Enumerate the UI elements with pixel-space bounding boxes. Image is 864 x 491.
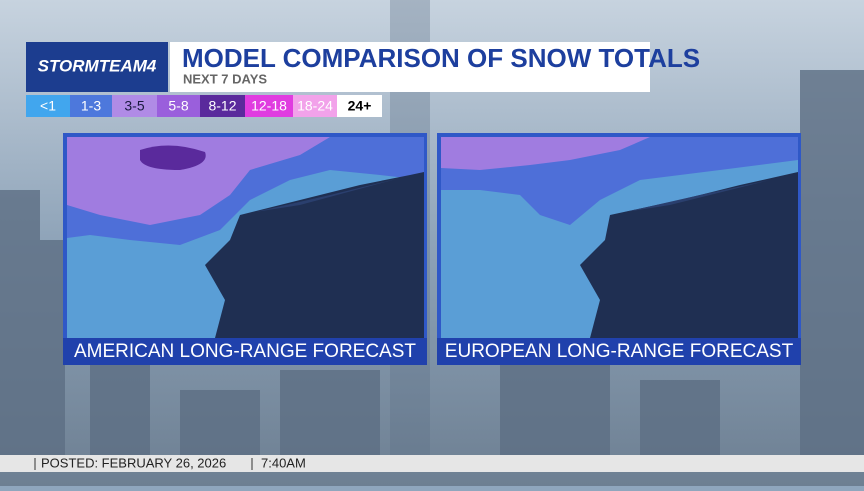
legend-swatch — [70, 95, 112, 117]
legend-label: 12-18 — [251, 98, 287, 114]
legend-label: <1 — [40, 98, 56, 114]
legend-swatch — [26, 95, 70, 117]
posted-date: POSTED: FEBRUARY 26, 2026 — [41, 455, 226, 470]
long-island — [625, 180, 770, 212]
ocean — [580, 172, 798, 338]
title: MODEL COMPARISON OF SNOW TOTALS — [182, 43, 700, 73]
legend-label: 3-5 — [124, 98, 144, 114]
subtitle: NEXT 7 DAYS — [183, 71, 267, 86]
panel-label-bar — [63, 338, 427, 365]
footer-bar — [0, 455, 864, 472]
map-panel: EUROPEAN LONG-RANGE FORECAST — [437, 133, 801, 365]
legend-label: 8-12 — [208, 98, 236, 114]
logo: STORMTEAM4 — [38, 56, 157, 75]
legend: <1 1-3 3-5 5-8 8-12 12-18 18-24 24+ — [26, 95, 382, 117]
snow-3-5 — [441, 137, 650, 170]
ocean — [205, 172, 424, 338]
snow-3-5 — [67, 137, 330, 225]
legend-label: 18-24 — [297, 98, 333, 114]
legend-swatch — [337, 95, 382, 117]
panel-label: AMERICAN LONG-RANGE FORECAST — [74, 341, 416, 362]
legend-swatch — [245, 95, 293, 117]
title-box — [170, 42, 650, 92]
legend-label: 24+ — [348, 98, 372, 114]
legend-label: 1-3 — [81, 98, 101, 114]
panel-label: EUROPEAN LONG-RANGE FORECAST — [445, 341, 794, 362]
logo-box — [26, 42, 168, 92]
legend-swatch — [293, 95, 337, 117]
snow-8-12 — [140, 145, 206, 170]
legend-label: 5-8 — [168, 98, 188, 114]
city-skyline — [0, 0, 864, 460]
panel-label-bar — [437, 338, 801, 365]
legend-swatch — [112, 95, 157, 117]
map-panel: AMERICAN LONG-RANGE FORECAST — [63, 133, 427, 365]
legend-swatch — [157, 95, 200, 117]
legend-swatch — [200, 95, 245, 117]
posted-time: 7:40AM — [261, 455, 306, 470]
